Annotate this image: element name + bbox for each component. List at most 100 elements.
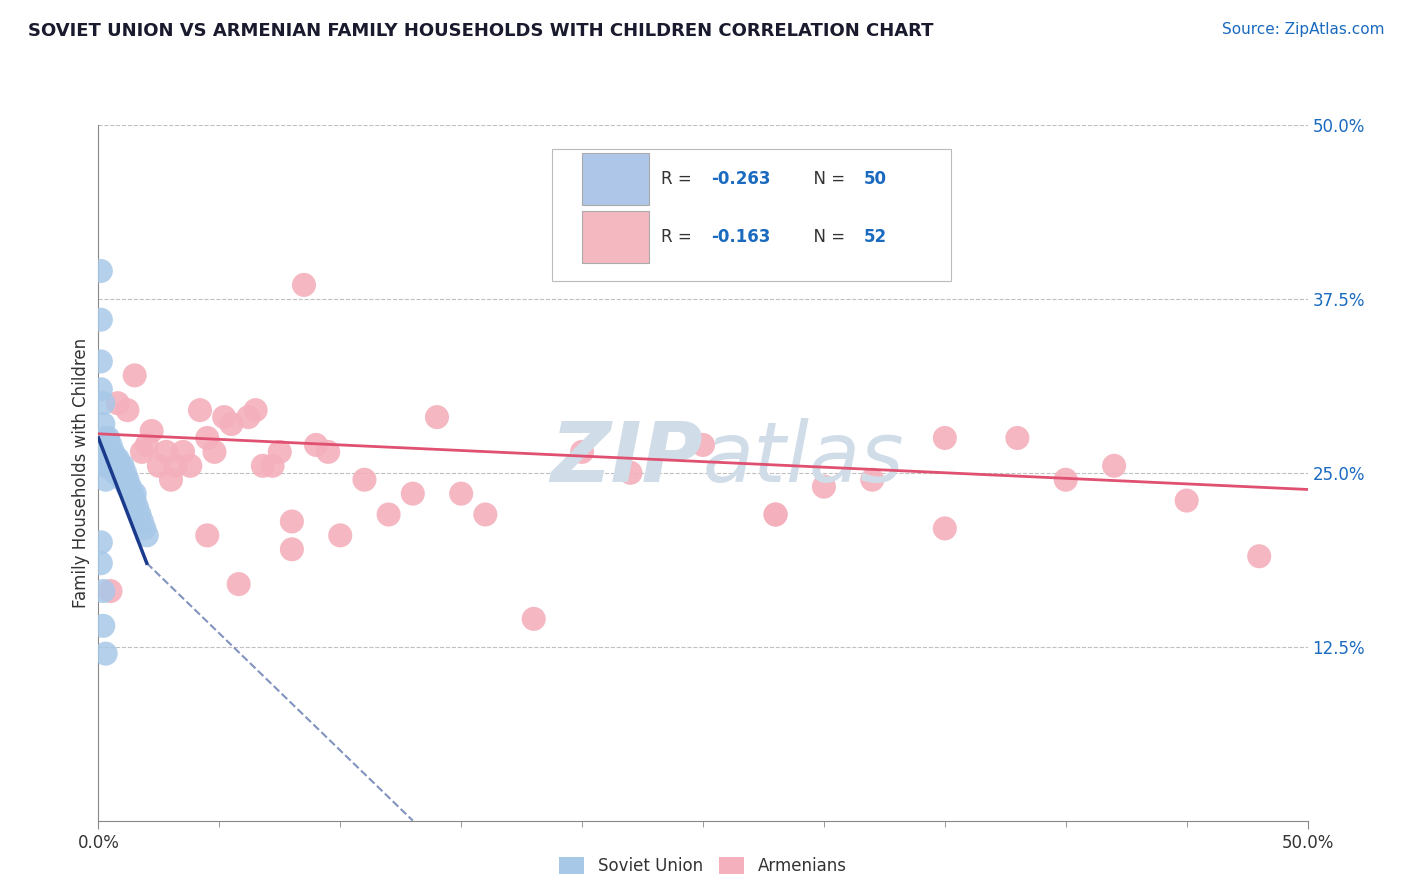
Point — [292, 277, 315, 292]
Point — [91, 396, 114, 410]
Point — [90, 312, 112, 326]
Point — [94, 473, 117, 487]
Point — [1175, 493, 1198, 508]
Point — [117, 403, 139, 417]
Point — [128, 508, 150, 522]
Point — [141, 424, 163, 438]
Point — [111, 458, 134, 473]
Point — [813, 480, 835, 494]
Point — [131, 445, 153, 459]
Point — [179, 458, 201, 473]
Point — [619, 466, 641, 480]
Point — [94, 458, 117, 473]
FancyBboxPatch shape — [582, 153, 648, 205]
Point — [195, 528, 218, 542]
Y-axis label: Family Households with Children: Family Households with Children — [72, 338, 90, 607]
Text: ZIP: ZIP — [550, 418, 703, 500]
Point — [148, 458, 170, 473]
Text: -0.163: -0.163 — [711, 227, 770, 246]
Point — [114, 466, 136, 480]
Point — [104, 466, 127, 480]
Point — [90, 535, 112, 549]
Point — [571, 445, 593, 459]
Point — [121, 486, 143, 500]
Point — [204, 445, 226, 459]
Point — [155, 445, 177, 459]
Text: -0.263: -0.263 — [711, 170, 770, 188]
Point — [172, 445, 194, 459]
Point — [281, 515, 304, 529]
Point — [97, 458, 120, 473]
Point — [934, 521, 956, 535]
Point — [134, 521, 156, 535]
Point — [160, 473, 183, 487]
Point — [90, 354, 112, 368]
Text: 52: 52 — [863, 227, 887, 246]
Legend: Soviet Union, Armenians: Soviet Union, Armenians — [553, 850, 853, 882]
Point — [353, 473, 375, 487]
Point — [108, 466, 131, 480]
Point — [104, 451, 127, 466]
Text: N =: N = — [803, 227, 851, 246]
Point — [100, 445, 122, 459]
Point — [94, 647, 117, 661]
Text: 50: 50 — [863, 170, 887, 188]
Point — [281, 542, 304, 557]
Point — [107, 396, 129, 410]
Point — [107, 451, 129, 466]
Point — [97, 431, 120, 445]
Point — [124, 493, 146, 508]
FancyBboxPatch shape — [553, 149, 950, 281]
Text: R =: R = — [661, 170, 697, 188]
Point — [212, 410, 235, 425]
Point — [450, 486, 472, 500]
Point — [402, 486, 425, 500]
Point — [100, 451, 122, 466]
Point — [131, 515, 153, 529]
Point — [91, 584, 114, 599]
Point — [111, 466, 134, 480]
Point — [91, 451, 114, 466]
Point — [117, 473, 139, 487]
Point — [245, 403, 267, 417]
Point — [97, 445, 120, 459]
Point — [188, 403, 211, 417]
Text: Source: ZipAtlas.com: Source: ZipAtlas.com — [1222, 22, 1385, 37]
Point — [221, 417, 243, 431]
Point — [100, 438, 122, 452]
Point — [692, 438, 714, 452]
Point — [860, 473, 883, 487]
Point — [107, 466, 129, 480]
Point — [114, 473, 136, 487]
Point — [124, 368, 146, 383]
FancyBboxPatch shape — [582, 211, 648, 263]
Point — [124, 486, 146, 500]
Point — [101, 445, 124, 459]
Point — [1249, 549, 1271, 564]
Point — [934, 431, 956, 445]
Point — [329, 528, 352, 542]
Point — [90, 382, 112, 396]
Point — [474, 508, 496, 522]
Point — [111, 473, 134, 487]
Point — [1102, 458, 1125, 473]
Text: SOVIET UNION VS ARMENIAN FAMILY HOUSEHOLDS WITH CHILDREN CORRELATION CHART: SOVIET UNION VS ARMENIAN FAMILY HOUSEHOL… — [28, 22, 934, 40]
Point — [765, 508, 787, 522]
Point — [135, 438, 157, 452]
Point — [117, 480, 139, 494]
Point — [94, 445, 117, 459]
Point — [90, 556, 112, 570]
Point — [108, 458, 131, 473]
Point — [127, 500, 149, 515]
Text: atlas: atlas — [703, 418, 904, 500]
Point — [101, 458, 124, 473]
Point — [107, 458, 129, 473]
Point — [269, 445, 291, 459]
Point — [165, 458, 187, 473]
Point — [238, 410, 260, 425]
Point — [135, 528, 157, 542]
Point — [316, 445, 339, 459]
Point — [1054, 473, 1077, 487]
Point — [228, 577, 250, 591]
Point — [91, 438, 114, 452]
